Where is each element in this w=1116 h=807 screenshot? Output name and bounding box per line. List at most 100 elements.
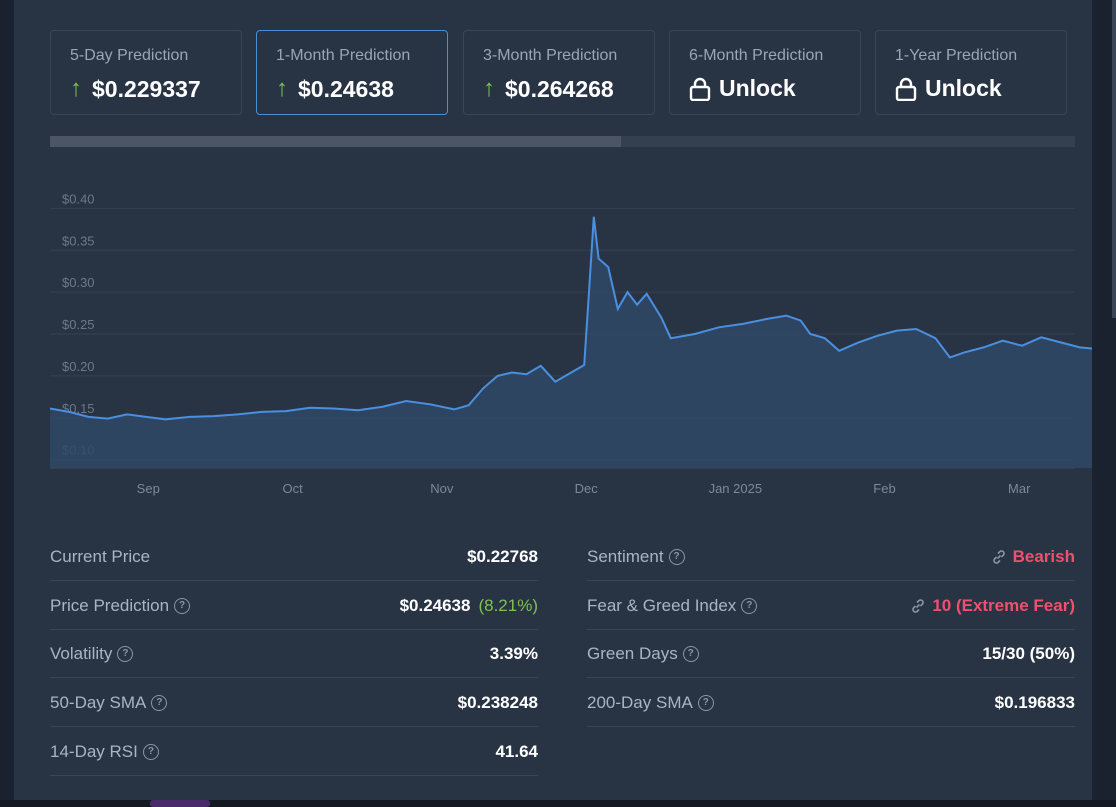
stat-value[interactable]: 10 (Extreme Fear) <box>910 596 1075 616</box>
stat-value-text: $0.196833 <box>994 693 1075 713</box>
prediction-tab-5[interactable]: 1-Year Prediction Unlock <box>875 30 1067 115</box>
stat-label: Price Prediction? <box>50 595 191 616</box>
link-icon <box>912 598 925 613</box>
stat-label: Sentiment? <box>587 547 685 567</box>
prediction-tab-value-text: $0.229337 <box>92 75 201 102</box>
stat-label: Green Days? <box>587 644 699 664</box>
prediction-tab-value-text: Unlock <box>719 75 796 101</box>
stat-value: $0.196833 <box>995 693 1075 713</box>
prediction-tab-label: 6-Month Prediction <box>689 47 824 64</box>
x-tick-label: Oct <box>282 481 303 496</box>
y-tick-label: $0.25 <box>62 317 95 332</box>
stat-value-text: 10 (Extreme Fear) <box>932 595 1075 615</box>
lock-icon <box>689 77 711 101</box>
arrow-up-icon: ↑ <box>70 75 82 102</box>
y-tick-label: $0.40 <box>62 191 95 206</box>
stat-value-text: $0.238248 <box>457 693 538 713</box>
stat-value: 41.64 <box>495 742 538 762</box>
stat-value: $0.24638 (8.21%) <box>400 596 538 616</box>
lock-icon <box>895 77 917 101</box>
stat-value-text: 15/30 (50%) <box>982 644 1075 664</box>
prediction-tab-label: 1-Year Prediction <box>895 47 1018 64</box>
stat-value: 15/30 (50%) <box>982 644 1075 664</box>
help-icon[interactable]: ? <box>668 549 685 565</box>
stat-value[interactable]: Bearish <box>991 547 1075 567</box>
y-tick-label: $0.20 <box>62 359 95 374</box>
stat-value: $0.22768 <box>467 547 538 567</box>
stat-label-text: Price Prediction <box>50 595 170 615</box>
stat-value-change: (8.21%) <box>478 595 538 615</box>
prediction-tab-value: Unlock <box>895 75 1002 102</box>
stat-left-row: Volatility? 3.39% <box>50 630 538 679</box>
stat-label-text: Volatility <box>50 644 113 664</box>
page-right-edge <box>1092 0 1116 807</box>
prediction-progress-bar <box>50 136 1075 147</box>
arrow-up-icon: ↑ <box>276 75 288 102</box>
help-icon[interactable]: ? <box>682 646 699 663</box>
prediction-tab-4[interactable]: 6-Month Prediction Unlock <box>669 30 861 115</box>
prediction-tabs: 5-Day Prediction ↑ $0.229337 1-Month Predic… <box>50 30 1069 117</box>
prediction-tab-value-text: $0.24638 <box>298 75 394 102</box>
stat-value-text: Bearish <box>1012 547 1075 566</box>
prediction-tab-value-text: $0.264268 <box>505 75 614 102</box>
stat-label-text: Sentiment <box>587 547 664 566</box>
prediction-tab-value: ↑ $0.24638 <box>276 75 394 103</box>
help-icon[interactable]: ? <box>142 743 159 760</box>
stat-value-text: $0.24638 <box>399 595 471 615</box>
prediction-tab-label: 5-Day Prediction <box>70 47 189 64</box>
stat-left-row: 50-Day SMA? $0.238248 <box>50 679 538 728</box>
y-tick-label: $0.35 <box>62 233 95 248</box>
help-icon[interactable]: ? <box>174 597 191 614</box>
bottom-decoration <box>150 800 210 807</box>
prediction-tab-label: 3-Month Prediction <box>483 47 618 64</box>
help-icon[interactable]: ? <box>151 695 168 712</box>
stat-right-row: Green Days? 15/30 (50%) <box>587 630 1075 679</box>
stat-label: Fear & Greed Index? <box>587 595 758 616</box>
price-line <box>49 216 1092 421</box>
prediction-tab-value: Unlock <box>689 75 796 102</box>
stat-label: Volatility? <box>50 644 134 664</box>
stat-label: 14-Day RSI? <box>50 742 159 762</box>
stat-value-text: 41.64 <box>495 741 538 761</box>
stat-value: $0.238248 <box>458 693 538 713</box>
bottom-strip <box>0 800 1116 807</box>
stat-right-row: Fear & Greed Index? 10 (Extreme Fear) <box>587 582 1075 630</box>
help-icon[interactable]: ? <box>741 597 758 614</box>
prediction-tab-1[interactable]: 5-Day Prediction ↑ $0.229337 <box>50 30 242 115</box>
stat-value-text: 3.39% <box>489 644 538 664</box>
price-chart: $0.40$0.35$0.30$0.25$0.20$0.15$0.10SepOc… <box>14 0 1092 520</box>
y-tick-label: $0.30 <box>62 275 95 290</box>
stat-label: Current Price <box>50 547 150 567</box>
stat-label-text: 14-Day RSI <box>50 741 138 761</box>
arrow-up-icon: ↑ <box>483 75 495 102</box>
x-tick-label: Sep <box>137 481 160 496</box>
help-icon[interactable]: ? <box>697 695 714 712</box>
price-chart-svg: $0.40$0.35$0.30$0.25$0.20$0.15$0.10SepOc… <box>49 191 1092 496</box>
stat-left-row: Price Prediction? $0.24638 (8.21%) <box>50 582 538 630</box>
stat-left-row: Current Price $0.22768 <box>50 533 538 581</box>
prediction-tab-2[interactable]: 1-Month Prediction ↑ $0.24638 <box>256 30 448 115</box>
stat-label: 50-Day SMA? <box>50 693 168 713</box>
x-tick-label: Nov <box>430 481 454 496</box>
stat-label-text: Current Price <box>50 547 151 566</box>
stat-label-text: Fear & Greed Index <box>587 595 737 615</box>
prediction-tab-value-text: Unlock <box>925 75 1002 101</box>
prediction-tab-value: ↑ $0.229337 <box>70 75 201 103</box>
x-tick-label: Mar <box>1008 481 1031 496</box>
link-icon <box>992 550 1005 564</box>
stat-label-text: 200-Day SMA <box>587 693 693 713</box>
x-tick-label: Jan 2025 <box>709 481 763 496</box>
prediction-tab-3[interactable]: 3-Month Prediction ↑ $0.264268 <box>463 30 655 115</box>
progress-fill <box>50 136 621 147</box>
stat-value: 3.39% <box>490 644 538 664</box>
stat-value-text: $0.22768 <box>467 547 538 566</box>
stat-label: 200-Day SMA? <box>587 693 714 713</box>
stat-left-row: 14-Day RSI? 41.64 <box>50 728 538 776</box>
page-left-edge <box>0 0 14 807</box>
stat-label-text: 50-Day SMA <box>50 693 147 713</box>
x-tick-label: Feb <box>873 481 895 496</box>
stat-right-row: 200-Day SMA? $0.196833 <box>587 679 1075 728</box>
x-tick-label: Dec <box>575 481 599 496</box>
help-icon[interactable]: ? <box>117 646 134 663</box>
scrollbar-thumb[interactable] <box>1112 0 1116 318</box>
